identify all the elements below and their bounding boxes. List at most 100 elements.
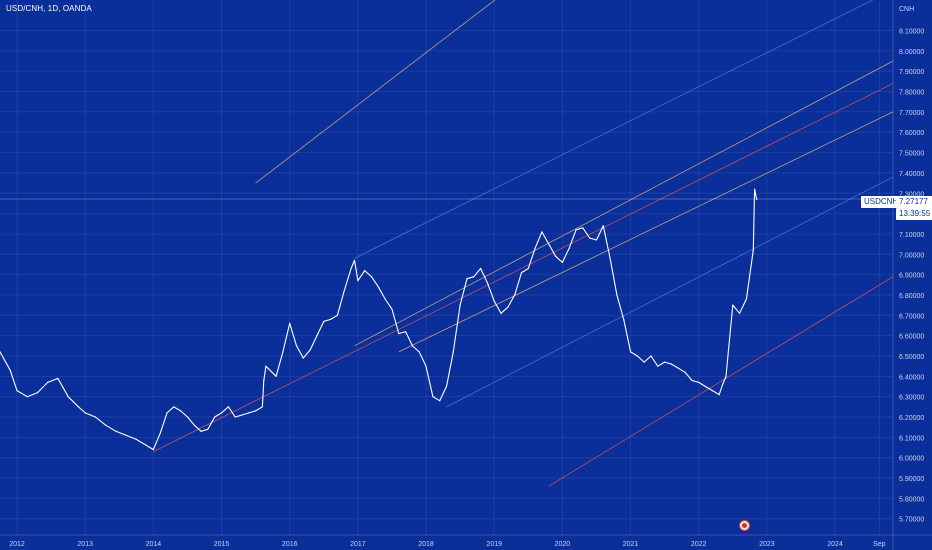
- current-price-badge: 7.27177 13:39:55: [896, 196, 932, 220]
- price-tick-label: 6.20000: [899, 415, 924, 422]
- price-point: [47, 381, 49, 383]
- price-point: [377, 286, 379, 288]
- price-point: [214, 416, 216, 418]
- price-point: [507, 306, 509, 308]
- price-point: [316, 335, 318, 337]
- price-point: [500, 312, 502, 314]
- price-point: [704, 385, 707, 388]
- price-point: [115, 430, 117, 432]
- price-point: [718, 394, 720, 396]
- price-point: [473, 276, 475, 278]
- price-point: [745, 298, 748, 300]
- time-axis-label: 2021: [623, 541, 639, 548]
- time-axis-label: 2020: [555, 541, 571, 548]
- price-point: [36, 392, 39, 394]
- price-point: [364, 270, 366, 272]
- price-point: [193, 424, 195, 426]
- price-point: [302, 357, 304, 359]
- price-point: [527, 267, 529, 270]
- price-point: [263, 379, 265, 381]
- time-axis-label: 2024: [827, 541, 843, 548]
- price-tick-label: 7.00000: [899, 252, 924, 259]
- price-tick-label: 6.60000: [899, 334, 924, 341]
- channel-line-red: [548, 276, 894, 487]
- price-point: [282, 351, 284, 353]
- price-point: [445, 385, 448, 388]
- symbol-chip: USDCNH: [861, 196, 902, 208]
- time-axis-label: 2014: [146, 541, 162, 548]
- price-point: [722, 383, 724, 386]
- price-point: [514, 294, 516, 296]
- price-point: [582, 227, 584, 229]
- price-tick-label: 7.90000: [899, 69, 924, 76]
- price-point: [636, 355, 639, 357]
- price-point: [664, 361, 666, 363]
- price-point: [275, 375, 277, 377]
- time-axis-label: 2023: [759, 541, 775, 548]
- price-point: [146, 444, 148, 447]
- price-point: [623, 318, 625, 320]
- time-axis-label: 2012: [9, 541, 25, 548]
- price-point: [207, 428, 209, 430]
- price-point: [466, 278, 468, 280]
- price-point: [384, 298, 386, 300]
- price-point: [602, 225, 604, 227]
- price-point: [265, 365, 267, 367]
- price-point: [520, 272, 523, 274]
- price-point: [670, 363, 673, 365]
- time-axis-label: 2016: [282, 541, 298, 548]
- price-series-line: [0, 188, 758, 451]
- time-axis-label: Sep: [873, 541, 886, 548]
- price-point: [691, 379, 693, 381]
- price-point: [595, 239, 598, 241]
- price-point: [698, 381, 700, 383]
- price-tick-label: 8.00000: [899, 49, 924, 56]
- price-point: [77, 406, 79, 408]
- price-point: [200, 430, 202, 432]
- price-point: [589, 237, 591, 239]
- price-point: [241, 414, 243, 416]
- price-point: [166, 412, 168, 414]
- current-price-value: 7.27177: [896, 196, 932, 208]
- price-point: [336, 314, 338, 316]
- price-tick-label: 6.10000: [899, 435, 924, 442]
- price-point: [248, 412, 250, 414]
- price-point: [67, 396, 69, 398]
- price-point: [26, 396, 28, 398]
- price-point: [180, 410, 182, 412]
- price-point: [711, 390, 714, 392]
- price-tick-label: 6.90000: [899, 273, 924, 280]
- price-point: [548, 243, 550, 245]
- price-point: [411, 345, 413, 347]
- price-point: [330, 318, 332, 320]
- price-point: [452, 351, 454, 353]
- economic-event-icon[interactable]: [739, 520, 750, 531]
- channel-line-orange: [354, 60, 894, 347]
- price-tick-label: 7.40000: [899, 171, 924, 178]
- time-axis-label: 2017: [350, 541, 366, 548]
- price-tick-label: 7.50000: [899, 151, 924, 158]
- price-tick-label: 5.70000: [899, 517, 924, 524]
- price-point: [732, 304, 734, 306]
- price-point: [480, 267, 482, 270]
- price-point: [630, 351, 632, 353]
- price-point: [227, 406, 229, 408]
- price-tick-label: 7.10000: [899, 232, 924, 239]
- price-tick-label: 8.10000: [899, 29, 924, 36]
- price-point: [84, 412, 86, 414]
- price-point: [0, 351, 1, 353]
- price-point: [541, 231, 543, 233]
- price-point: [357, 280, 359, 282]
- time-axis-label: 2019: [486, 541, 502, 548]
- price-point: [609, 257, 611, 259]
- price-point: [94, 416, 96, 418]
- price-point: [135, 438, 137, 440]
- price-point: [418, 351, 420, 353]
- time-axis-label: 2013: [77, 541, 93, 548]
- price-point: [57, 377, 59, 379]
- price-point: [343, 290, 345, 292]
- price-point: [643, 361, 645, 363]
- price-tick-label: 7.80000: [899, 90, 924, 97]
